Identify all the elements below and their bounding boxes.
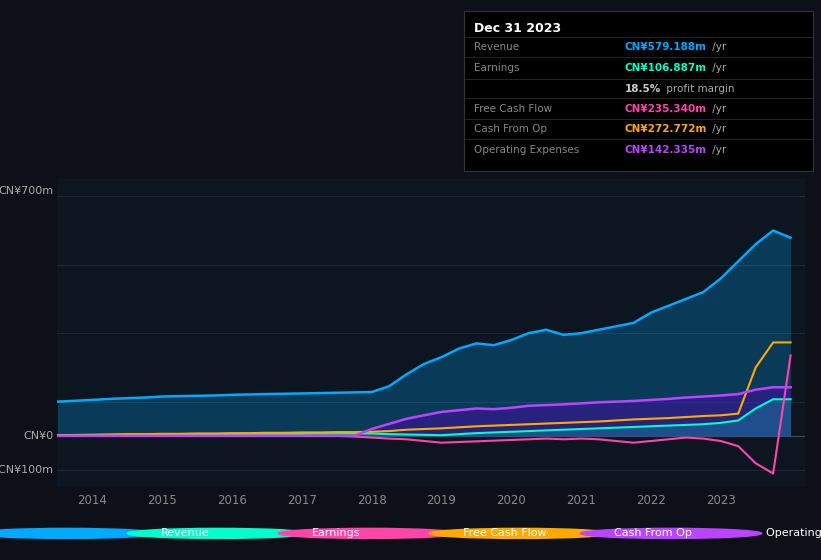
Text: Earnings: Earnings [475, 63, 520, 73]
Text: CN¥142.335m: CN¥142.335m [624, 145, 707, 155]
Text: Free Cash Flow: Free Cash Flow [475, 104, 553, 114]
Text: Cash From Op: Cash From Op [475, 124, 548, 134]
Text: CN¥272.772m: CN¥272.772m [624, 124, 707, 134]
Circle shape [0, 529, 158, 539]
Text: Operating Expenses: Operating Expenses [475, 145, 580, 155]
Text: Dec 31 2023: Dec 31 2023 [475, 22, 562, 35]
Text: CN¥579.188m: CN¥579.188m [624, 42, 706, 52]
Text: -CN¥100m: -CN¥100m [0, 465, 53, 475]
Circle shape [278, 529, 460, 539]
Text: profit margin: profit margin [663, 83, 734, 94]
Text: CN¥235.340m: CN¥235.340m [624, 104, 707, 114]
Text: Revenue: Revenue [475, 42, 520, 52]
Text: /yr: /yr [709, 104, 726, 114]
Text: Operating Expenses: Operating Expenses [765, 529, 821, 538]
Text: /yr: /yr [709, 63, 726, 73]
Text: 18.5%: 18.5% [624, 83, 661, 94]
Circle shape [429, 529, 611, 539]
Text: Cash From Op: Cash From Op [614, 529, 692, 538]
Text: CN¥106.887m: CN¥106.887m [624, 63, 707, 73]
Text: Free Cash Flow: Free Cash Flow [463, 529, 547, 538]
Text: /yr: /yr [709, 145, 726, 155]
Text: CN¥700m: CN¥700m [0, 186, 53, 197]
Text: Earnings: Earnings [312, 529, 360, 538]
Text: Revenue: Revenue [161, 529, 210, 538]
Text: /yr: /yr [709, 124, 726, 134]
Circle shape [580, 529, 762, 539]
Text: /yr: /yr [709, 42, 726, 52]
Circle shape [127, 529, 309, 539]
Text: CN¥0: CN¥0 [24, 431, 53, 441]
